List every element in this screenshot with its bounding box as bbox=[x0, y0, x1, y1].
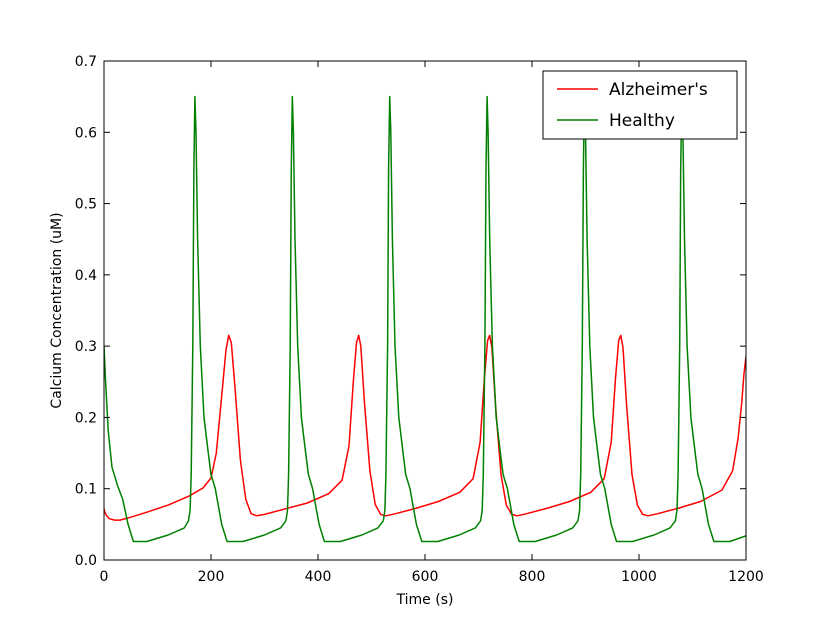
y-tick-label: 0.1 bbox=[75, 482, 97, 498]
ticks-layer: 0 200 400 600 800 1000 1200 0.0 0.1 0.2 0.3 0.4 0.5 0… bbox=[75, 54, 764, 585]
legend-box bbox=[542, 70, 738, 140]
x-tick-label: 400 bbox=[305, 569, 332, 585]
legend-label-healthy: Healthy bbox=[609, 111, 675, 131]
y-tick-label: 0.2 bbox=[75, 410, 97, 426]
y-tick-label: 0.3 bbox=[75, 339, 97, 355]
series-line-alzheimers bbox=[104, 334, 746, 521]
y-tick-label: 0.5 bbox=[75, 197, 97, 213]
y-tick-label: 0.0 bbox=[75, 553, 97, 569]
legend-label-alzheimers: Alzheimer's bbox=[609, 80, 708, 100]
x-tick-label: 200 bbox=[198, 569, 225, 585]
y-tick-label: 0.6 bbox=[75, 125, 97, 141]
x-tick-label: 1000 bbox=[621, 569, 657, 585]
y-axis-label: Calcium Concentration (uM) bbox=[49, 212, 65, 408]
x-tick-label: 800 bbox=[519, 569, 546, 585]
series-layer bbox=[104, 95, 746, 543]
series-line-healthy bbox=[104, 95, 746, 543]
y-tick-label: 0.4 bbox=[75, 268, 97, 284]
legend: Alzheimer's Healthy bbox=[542, 70, 738, 140]
y-tick-label: 0.7 bbox=[75, 54, 97, 70]
x-axis-label: Time (s) bbox=[396, 592, 454, 608]
x-tick-label: 0 bbox=[100, 569, 109, 585]
x-tick-label: 1200 bbox=[728, 569, 764, 585]
x-tick-label: 600 bbox=[412, 569, 439, 585]
